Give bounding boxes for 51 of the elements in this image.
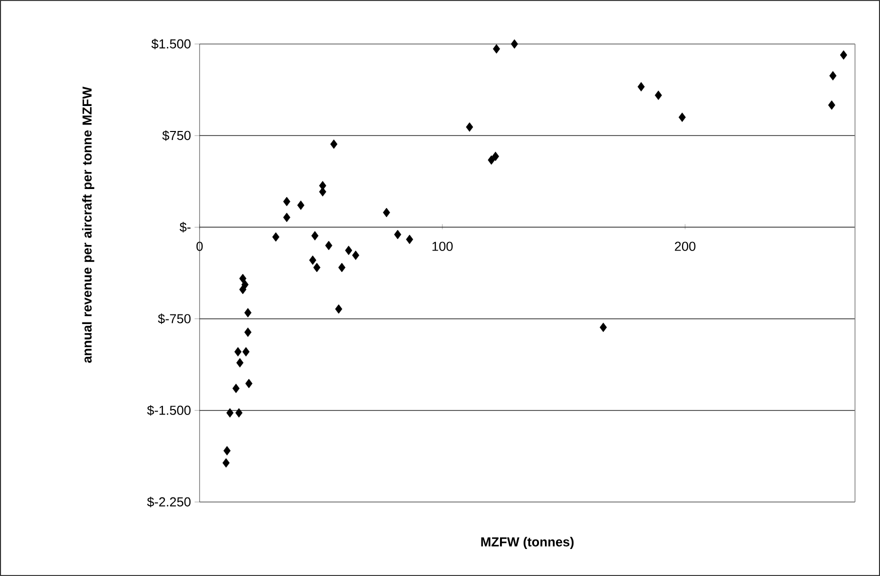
y-tick-label: $-2.250 xyxy=(147,496,191,508)
point xyxy=(492,44,500,54)
point xyxy=(235,408,242,418)
point xyxy=(828,100,836,110)
point xyxy=(510,39,518,49)
point xyxy=(313,262,320,272)
point xyxy=(654,90,662,100)
point xyxy=(244,308,252,318)
point xyxy=(241,280,249,290)
point xyxy=(406,234,414,244)
point xyxy=(325,240,332,250)
point xyxy=(829,71,836,80)
point xyxy=(244,328,252,337)
point xyxy=(222,458,230,468)
point xyxy=(311,231,318,240)
point xyxy=(345,246,352,256)
y-tick-label: $- xyxy=(180,222,190,232)
x-axis-title: MZFW (tonnes) xyxy=(481,536,574,550)
point xyxy=(242,347,250,356)
point xyxy=(245,378,252,388)
x-tick-label: 200 xyxy=(674,242,696,251)
point xyxy=(297,200,304,210)
point xyxy=(352,250,360,260)
point xyxy=(234,347,242,356)
y-tick-label: $-1.500 xyxy=(147,405,191,416)
x-tick-label: 100 xyxy=(432,242,453,251)
point xyxy=(232,384,240,394)
y-tick-label: $750 xyxy=(162,130,191,141)
point xyxy=(309,255,316,265)
point xyxy=(338,262,346,272)
point xyxy=(492,152,500,162)
point xyxy=(488,155,495,165)
point xyxy=(283,212,290,222)
point xyxy=(226,408,234,418)
point xyxy=(840,50,848,60)
point xyxy=(638,82,645,92)
point xyxy=(236,358,244,368)
point xyxy=(272,232,280,242)
point xyxy=(223,446,231,456)
y-axis-title: annual revenue per aircraft per tonne MZFW xyxy=(82,86,94,363)
point xyxy=(600,322,607,332)
point xyxy=(239,274,246,284)
point xyxy=(678,112,686,122)
point xyxy=(283,196,290,206)
y-tick-label: $-750 xyxy=(158,314,191,324)
point xyxy=(394,230,402,240)
y-tick-label: $1.500 xyxy=(151,38,191,50)
point xyxy=(330,139,338,149)
point xyxy=(466,122,474,132)
point xyxy=(382,208,390,218)
point xyxy=(335,304,342,314)
